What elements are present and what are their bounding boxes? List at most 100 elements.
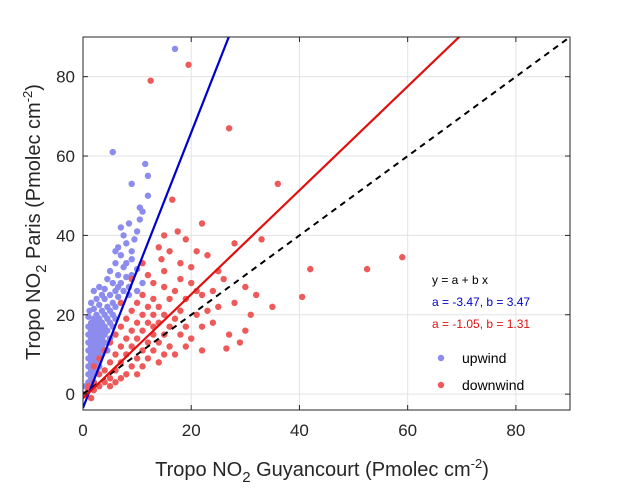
point-downwind xyxy=(225,331,233,338)
point-downwind xyxy=(215,303,222,311)
point-upwind xyxy=(106,291,114,299)
legend-marker-downwind xyxy=(437,381,445,389)
point-downwind xyxy=(133,355,141,362)
point-upwind xyxy=(136,216,144,223)
legend-marker-upwind xyxy=(437,354,445,362)
point-downwind xyxy=(177,307,184,314)
point-downwind xyxy=(177,275,184,283)
point-downwind xyxy=(188,263,195,271)
fit-line-upwind xyxy=(83,37,230,409)
y-axis-label: Tropo NO2 Paris (Pmolec cm-2) xyxy=(20,84,50,360)
point-upwind xyxy=(87,299,95,307)
point-downwind xyxy=(133,335,141,342)
point-downwind xyxy=(193,248,200,255)
point-downwind xyxy=(171,287,179,295)
point-upwind xyxy=(120,232,127,239)
series-upwind xyxy=(83,45,179,398)
equation-label: y = a + b x xyxy=(432,273,488,287)
point-downwind xyxy=(128,327,135,334)
fit-label-downwind: a = -1.05, b = 1.31 xyxy=(432,317,530,331)
legend-label-downwind: downwind xyxy=(462,377,524,393)
point-upwind xyxy=(112,248,119,255)
point-downwind xyxy=(188,279,195,287)
point-downwind xyxy=(160,232,168,239)
point-downwind xyxy=(155,359,162,366)
point-downwind xyxy=(155,244,162,251)
point-downwind xyxy=(177,331,184,338)
point-upwind xyxy=(104,275,111,283)
point-downwind xyxy=(171,315,179,322)
point-downwind xyxy=(123,315,130,322)
point-upwind xyxy=(114,293,122,301)
point-upwind xyxy=(101,285,108,293)
point-downwind xyxy=(117,343,125,350)
point-upwind xyxy=(101,295,108,303)
point-upwind xyxy=(125,220,133,227)
point-upwind xyxy=(114,271,122,279)
point-downwind xyxy=(258,236,265,243)
reference-line-1to1 xyxy=(83,37,570,395)
point-downwind xyxy=(87,394,95,402)
y-tick-label: 0 xyxy=(66,385,75,404)
point-downwind xyxy=(274,180,281,188)
point-downwind xyxy=(236,339,244,346)
point-downwind xyxy=(193,311,200,318)
point-upwind xyxy=(96,301,103,309)
point-downwind xyxy=(169,196,176,203)
point-upwind xyxy=(93,295,100,303)
point-downwind xyxy=(204,252,211,259)
point-downwind xyxy=(160,267,168,275)
point-downwind xyxy=(209,287,217,295)
point-upwind xyxy=(90,287,98,295)
point-downwind xyxy=(209,319,217,326)
point-downwind xyxy=(198,347,206,354)
point-downwind xyxy=(242,327,249,334)
point-upwind xyxy=(128,180,135,188)
point-upwind xyxy=(144,172,152,180)
point-downwind xyxy=(399,254,406,261)
point-downwind xyxy=(174,228,181,235)
point-upwind xyxy=(109,148,116,156)
point-downwind xyxy=(106,375,114,382)
x-axis-label-superscript: -2 xyxy=(471,456,483,471)
series-downwind xyxy=(83,61,406,402)
point-downwind xyxy=(269,303,276,311)
point-downwind xyxy=(198,291,206,299)
point-downwind xyxy=(223,345,230,352)
point-downwind xyxy=(188,335,195,342)
point-upwind xyxy=(86,307,93,314)
point-downwind xyxy=(150,347,157,354)
point-upwind xyxy=(109,279,116,287)
x-tick-label: 60 xyxy=(398,421,417,440)
plot-area xyxy=(83,37,570,409)
point-downwind xyxy=(225,125,233,132)
point-downwind xyxy=(247,311,254,318)
point-downwind xyxy=(171,351,179,358)
point-upwind xyxy=(131,236,138,243)
point-downwind xyxy=(150,279,157,287)
y-tick-label: 60 xyxy=(56,147,75,166)
point-upwind xyxy=(171,45,179,53)
point-downwind xyxy=(117,323,125,330)
point-upwind xyxy=(128,256,135,263)
point-downwind xyxy=(204,307,211,314)
point-upwind xyxy=(133,287,141,295)
point-upwind xyxy=(112,259,119,267)
x-tick-label: 40 xyxy=(290,421,309,440)
point-downwind xyxy=(298,293,306,301)
x-tick-label: 80 xyxy=(506,421,525,440)
point-downwind xyxy=(252,291,260,299)
point-upwind xyxy=(96,283,103,291)
point-downwind xyxy=(155,303,162,311)
point-downwind xyxy=(144,339,152,346)
point-downwind xyxy=(112,351,119,358)
point-upwind xyxy=(106,267,114,275)
y-tick-label: 40 xyxy=(56,226,75,245)
point-downwind xyxy=(160,311,168,318)
point-upwind xyxy=(117,224,125,231)
point-downwind xyxy=(160,283,168,291)
y-tick-label: 20 xyxy=(56,306,75,325)
point-downwind xyxy=(150,295,157,303)
point-upwind xyxy=(133,228,141,235)
